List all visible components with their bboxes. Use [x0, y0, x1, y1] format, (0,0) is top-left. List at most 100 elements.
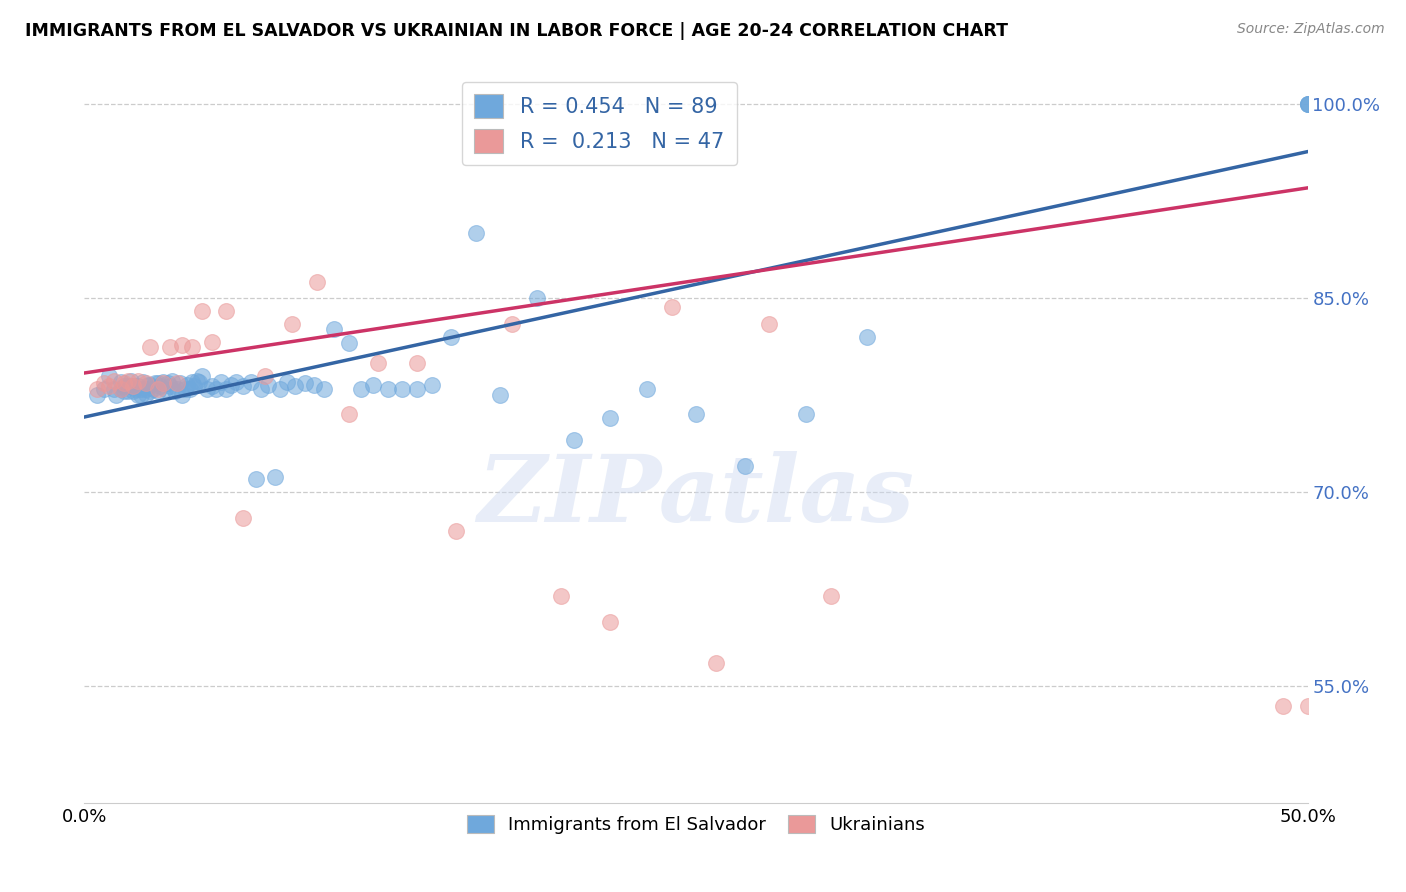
Point: [169, 376, 191, 391]
Point: [337, 408, 360, 422]
Point: [391, 382, 413, 396]
Point: [129, 388, 152, 402]
Text: Source: ZipAtlas.com: Source: ZipAtlas.com: [1237, 22, 1385, 37]
Point: [526, 291, 548, 305]
Point: [110, 375, 132, 389]
Point: [163, 384, 186, 398]
Point: [93, 376, 115, 391]
Point: [181, 375, 204, 389]
Point: [219, 377, 242, 392]
Point: [550, 589, 572, 603]
Point: [135, 386, 157, 401]
Point: [127, 388, 149, 402]
Point: [322, 322, 344, 336]
Point: [153, 382, 176, 396]
Point: [181, 340, 204, 354]
Point: [152, 375, 174, 389]
Point: [139, 340, 162, 354]
Point: [195, 382, 218, 396]
Point: [186, 374, 208, 388]
Point: [122, 384, 145, 398]
Point: [254, 368, 277, 383]
Point: [132, 375, 155, 389]
Point: [191, 368, 214, 383]
Point: [143, 376, 166, 391]
Point: [172, 388, 194, 402]
Point: [304, 377, 326, 392]
Point: [305, 276, 328, 290]
Point: [139, 384, 162, 398]
Point: [1296, 96, 1319, 111]
Point: [125, 382, 148, 396]
Point: [103, 382, 125, 396]
Point: [420, 377, 443, 392]
Point: [209, 375, 232, 389]
Point: [245, 472, 267, 486]
Point: [337, 336, 360, 351]
Point: [257, 377, 280, 392]
Point: [112, 376, 135, 391]
Point: [183, 379, 205, 393]
Point: [1296, 698, 1319, 713]
Point: [159, 340, 181, 354]
Point: [232, 379, 254, 393]
Point: [149, 379, 172, 393]
Point: [152, 376, 174, 391]
Point: [135, 376, 157, 391]
Point: [117, 374, 139, 388]
Point: [129, 382, 152, 396]
Point: [105, 388, 128, 402]
Point: [1296, 96, 1319, 111]
Point: [146, 384, 169, 398]
Point: [146, 376, 169, 391]
Point: [110, 382, 132, 396]
Point: [367, 356, 389, 370]
Point: [146, 382, 169, 396]
Point: [159, 379, 181, 393]
Point: [162, 374, 184, 388]
Point: [232, 511, 254, 525]
Point: [599, 411, 621, 425]
Point: [215, 382, 238, 396]
Point: [139, 377, 162, 392]
Point: [685, 408, 707, 422]
Point: [110, 382, 132, 396]
Point: [127, 379, 149, 393]
Point: [122, 379, 145, 393]
Point: [200, 379, 222, 393]
Point: [225, 375, 247, 389]
Point: [117, 379, 139, 393]
Point: [661, 300, 683, 314]
Point: [269, 382, 291, 396]
Point: [93, 382, 115, 396]
Point: [294, 376, 316, 391]
Point: [166, 376, 188, 391]
Point: [444, 524, 467, 538]
Point: [758, 317, 780, 331]
Point: [636, 382, 658, 396]
Point: [704, 656, 727, 670]
Point: [97, 368, 120, 383]
Point: [166, 382, 188, 396]
Point: [361, 377, 384, 392]
Point: [856, 330, 879, 344]
Legend: Immigrants from El Salvador, Ukrainians: Immigrants from El Salvador, Ukrainians: [460, 807, 932, 841]
Point: [1296, 96, 1319, 111]
Point: [1272, 698, 1295, 713]
Point: [127, 374, 149, 388]
Point: [176, 377, 198, 392]
Point: [205, 382, 228, 396]
Point: [502, 317, 524, 331]
Point: [599, 615, 621, 629]
Point: [86, 388, 108, 402]
Point: [239, 375, 262, 389]
Point: [794, 408, 817, 422]
Point: [117, 384, 139, 398]
Point: [136, 377, 159, 392]
Point: [562, 434, 585, 448]
Point: [284, 379, 307, 393]
Point: [264, 469, 287, 483]
Text: IMMIGRANTS FROM EL SALVADOR VS UKRAINIAN IN LABOR FORCE | AGE 20-24 CORRELATION : IMMIGRANTS FROM EL SALVADOR VS UKRAINIAN…: [25, 22, 1008, 40]
Point: [86, 382, 108, 396]
Point: [440, 330, 463, 344]
